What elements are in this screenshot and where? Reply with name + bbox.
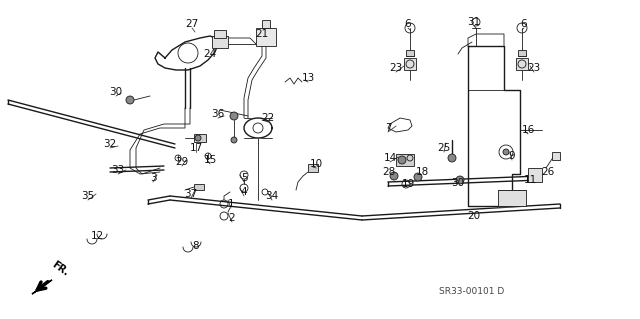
Text: 15: 15 (204, 155, 216, 165)
Circle shape (414, 173, 422, 181)
Bar (396, 154, 414, 166)
Polygon shape (32, 280, 52, 294)
Bar (212, 36, 228, 48)
Text: 33: 33 (111, 165, 125, 175)
Text: 20: 20 (467, 211, 481, 221)
Polygon shape (244, 118, 272, 138)
Text: 17: 17 (189, 143, 203, 153)
Bar (528, 168, 542, 182)
Polygon shape (388, 118, 412, 132)
Text: 14: 14 (383, 153, 397, 163)
Text: 19: 19 (401, 179, 415, 189)
Text: 26: 26 (541, 167, 555, 177)
Text: 21: 21 (255, 29, 269, 39)
Circle shape (231, 137, 237, 143)
Text: 25: 25 (437, 143, 451, 153)
Text: 8: 8 (193, 241, 199, 251)
Text: 16: 16 (522, 125, 534, 135)
Text: 13: 13 (301, 73, 315, 83)
Text: 2: 2 (228, 213, 236, 223)
Text: 6: 6 (521, 19, 527, 29)
Bar (518, 50, 526, 56)
Text: 35: 35 (81, 191, 95, 201)
Circle shape (503, 149, 509, 155)
Bar (516, 58, 528, 70)
Circle shape (195, 135, 201, 141)
Text: 22: 22 (261, 113, 275, 123)
Bar (308, 164, 318, 172)
Text: 34: 34 (266, 191, 278, 201)
Text: 27: 27 (186, 19, 198, 29)
Text: 28: 28 (382, 167, 396, 177)
Text: 5: 5 (241, 173, 247, 183)
Bar (256, 28, 276, 46)
Bar (214, 30, 226, 38)
Text: 30: 30 (451, 178, 465, 188)
Text: 24: 24 (204, 49, 216, 59)
Text: 12: 12 (90, 231, 104, 241)
Text: 9: 9 (509, 151, 515, 161)
Bar (194, 184, 204, 190)
Text: 32: 32 (104, 139, 116, 149)
Text: 37: 37 (184, 189, 198, 199)
Polygon shape (468, 46, 520, 206)
Bar (262, 20, 270, 28)
Text: 3: 3 (150, 173, 156, 183)
Circle shape (126, 96, 134, 104)
Circle shape (230, 112, 238, 120)
Text: 6: 6 (404, 19, 412, 29)
Circle shape (398, 156, 406, 164)
Text: 23: 23 (527, 63, 541, 73)
Text: 1: 1 (228, 199, 234, 209)
Bar (552, 152, 560, 160)
Bar (194, 134, 206, 142)
Text: 29: 29 (175, 157, 189, 167)
Bar (406, 50, 414, 56)
Polygon shape (155, 36, 218, 70)
Text: 23: 23 (389, 63, 403, 73)
Text: 7: 7 (385, 123, 391, 133)
Text: 4: 4 (241, 187, 247, 197)
Text: 11: 11 (524, 175, 536, 185)
Text: 10: 10 (309, 159, 323, 169)
Text: 30: 30 (109, 87, 123, 97)
Text: 18: 18 (415, 167, 429, 177)
Text: FR.: FR. (50, 259, 70, 278)
Bar (498, 190, 526, 206)
Text: SR33-00101 D: SR33-00101 D (440, 287, 504, 296)
Bar (404, 58, 416, 70)
Circle shape (448, 154, 456, 162)
Circle shape (390, 172, 398, 180)
Circle shape (456, 176, 464, 184)
Text: 31: 31 (467, 17, 481, 27)
Text: 36: 36 (211, 109, 225, 119)
